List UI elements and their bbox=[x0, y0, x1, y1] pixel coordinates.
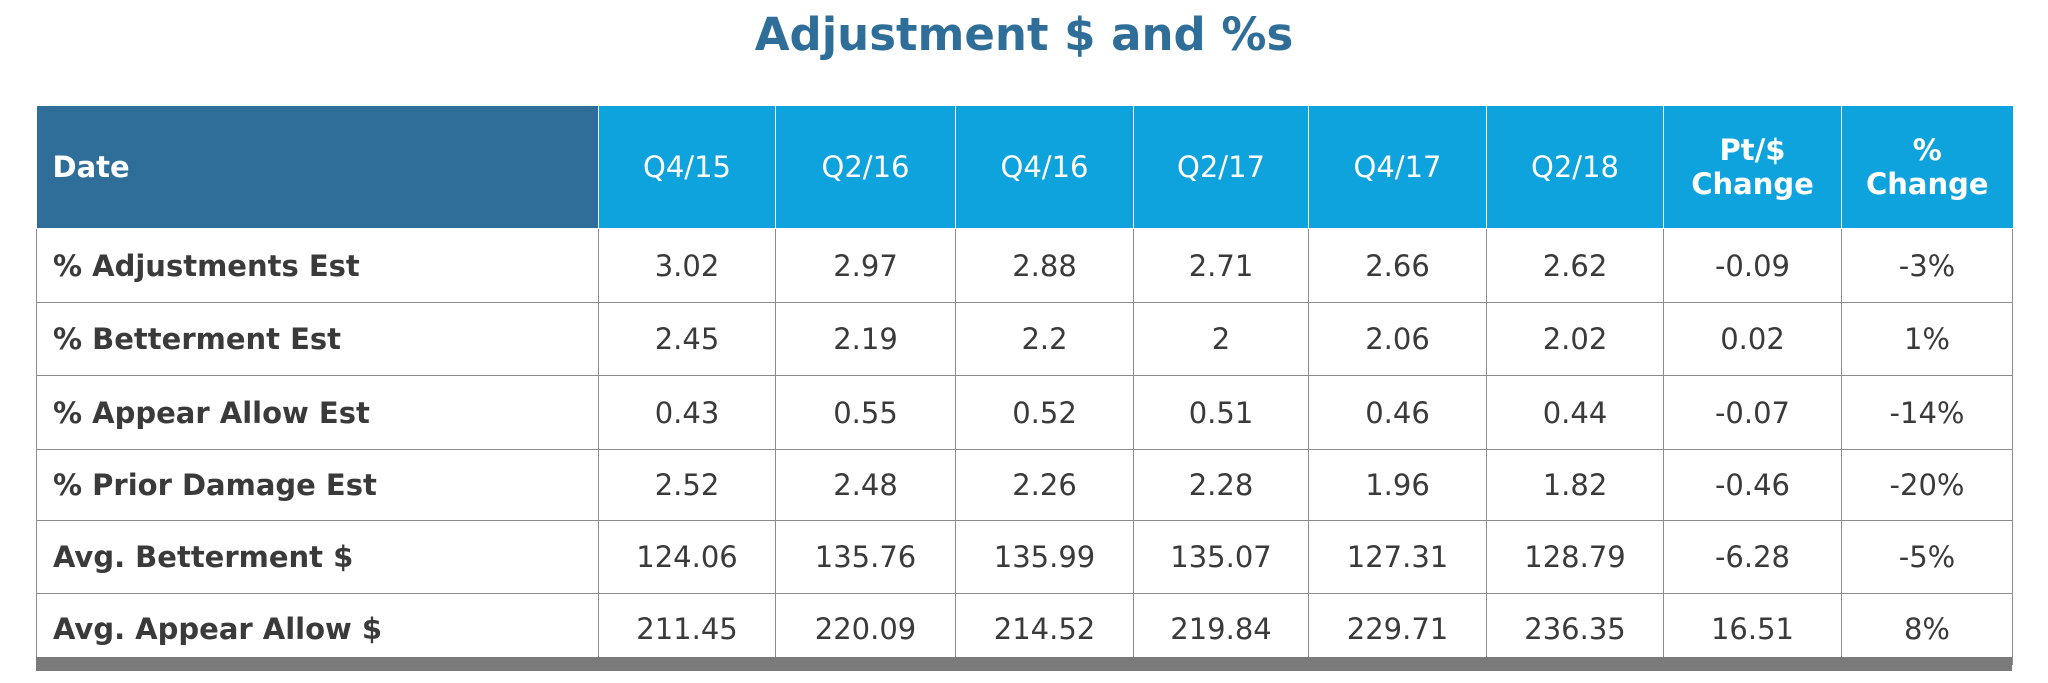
table-cell: 0.51 bbox=[1133, 375, 1309, 450]
table-cell: -0.46 bbox=[1663, 449, 1842, 521]
header-row: Date Q4/15 Q2/16 Q4/16 Q2/17 Q4/17 Q2/18… bbox=[36, 106, 2013, 229]
table-row: % Betterment Est 2.45 2.19 2.2 2 2.06 2.02 0.02… bbox=[36, 302, 2013, 376]
table-cell: 219.84 bbox=[1133, 593, 1309, 665]
table-cell: 2.19 bbox=[775, 302, 956, 376]
row-label: % Adjustments Est bbox=[36, 228, 599, 303]
column-header-q4-15: Q4/15 bbox=[598, 106, 776, 229]
table-cell: 229.71 bbox=[1308, 593, 1487, 665]
table-cell: 135.07 bbox=[1133, 520, 1309, 594]
table-row: % Appear Allow Est 0.43 0.55 0.52 0.51 0.46 0.… bbox=[36, 375, 2013, 450]
table-cell: 0.46 bbox=[1308, 375, 1487, 450]
table-cell: 2.88 bbox=[955, 228, 1134, 303]
column-header-pt-change: Pt/$ Change bbox=[1663, 106, 1842, 229]
column-header-q4-17: Q4/17 bbox=[1308, 106, 1487, 229]
column-header-q2-18: Q2/18 bbox=[1486, 106, 1664, 229]
row-label: % Prior Damage Est bbox=[36, 449, 599, 521]
table-cell: 0.44 bbox=[1486, 375, 1664, 450]
page-title: Adjustment $ and %s bbox=[754, 8, 1294, 61]
table-cell: 8% bbox=[1841, 593, 2013, 665]
table-cell: 124.06 bbox=[598, 520, 776, 594]
table-cell: 128.79 bbox=[1486, 520, 1664, 594]
table-cell: 2.48 bbox=[775, 449, 956, 521]
table-cell: 1% bbox=[1841, 302, 2013, 376]
row-label: % Appear Allow Est bbox=[36, 375, 599, 450]
table-cell: 1.96 bbox=[1308, 449, 1487, 521]
table-row: Avg. Betterment $124.06 135.76 135.99 135.0… bbox=[36, 520, 2013, 594]
column-header-pct-change: % Change bbox=[1841, 106, 2013, 229]
table-cell: -3% bbox=[1841, 228, 2013, 303]
table-cell: -0.09 bbox=[1663, 228, 1842, 303]
table-cell: -5% bbox=[1841, 520, 2013, 594]
column-header-q4-16: Q4/16 bbox=[955, 106, 1134, 229]
table-cell: 2.97 bbox=[775, 228, 956, 303]
table-cell: 0.43 bbox=[598, 375, 776, 450]
table-cell: 2.52 bbox=[598, 449, 776, 521]
table-cell: -14% bbox=[1841, 375, 2013, 450]
table-cell: 0.52 bbox=[955, 375, 1134, 450]
table-cell: 2.28 bbox=[1133, 449, 1309, 521]
table-row: % Adjustments Est 3.02 2.97 2.88 2.71 2.66 2.6… bbox=[36, 228, 2013, 303]
table-cell: 211.45 bbox=[598, 593, 776, 665]
footer-bar bbox=[36, 657, 2012, 671]
column-header-date: Date bbox=[36, 106, 599, 229]
table-cell: 2.06 bbox=[1308, 302, 1487, 376]
table-cell: 2.45 bbox=[598, 302, 776, 376]
table-cell: 135.99 bbox=[955, 520, 1134, 594]
table-cell: 127.31 bbox=[1308, 520, 1487, 594]
column-header-q2-17: Q2/17 bbox=[1133, 106, 1309, 229]
row-label: Avg. Appear Allow $ bbox=[36, 593, 599, 665]
table-cell: 3.02 bbox=[598, 228, 776, 303]
table-cell: -20% bbox=[1841, 449, 2013, 521]
table-cell: 236.35 bbox=[1486, 593, 1664, 665]
row-label: % Betterment Est bbox=[36, 302, 599, 376]
column-header-q2-16: Q2/16 bbox=[775, 106, 956, 229]
table-cell: 2.02 bbox=[1486, 302, 1664, 376]
table-cell: 0.55 bbox=[775, 375, 956, 450]
table-cell: 214.52 bbox=[955, 593, 1134, 665]
table-cell: 2.62 bbox=[1486, 228, 1664, 303]
table-cell: 135.76 bbox=[775, 520, 956, 594]
table-cell: 2.2 bbox=[955, 302, 1134, 376]
table-cell: 2.71 bbox=[1133, 228, 1309, 303]
table-cell: -0.07 bbox=[1663, 375, 1842, 450]
row-label: Avg. Betterment $ bbox=[36, 520, 599, 594]
table-cell: -6.28 bbox=[1663, 520, 1842, 594]
table-cell: 2 bbox=[1133, 302, 1309, 376]
table-cell: 2.66 bbox=[1308, 228, 1487, 303]
table-cell: 220.09 bbox=[775, 593, 956, 665]
table-cell: 2.26 bbox=[955, 449, 1134, 521]
table-cell: 1.82 bbox=[1486, 449, 1664, 521]
table-row: Avg. Appear Allow $211.45 220.09 214.52 219… bbox=[36, 593, 2013, 665]
table-row: % Prior Damage Est 2.52 2.48 2.26 2.28 1.96 1.… bbox=[36, 449, 2013, 521]
table-cell: 0.02 bbox=[1663, 302, 1842, 376]
table-cell: 16.51 bbox=[1663, 593, 1842, 665]
data-table: Date Q4/15 Q2/16 Q4/16 Q2/17 Q4/17 Q2/18… bbox=[36, 106, 2013, 665]
